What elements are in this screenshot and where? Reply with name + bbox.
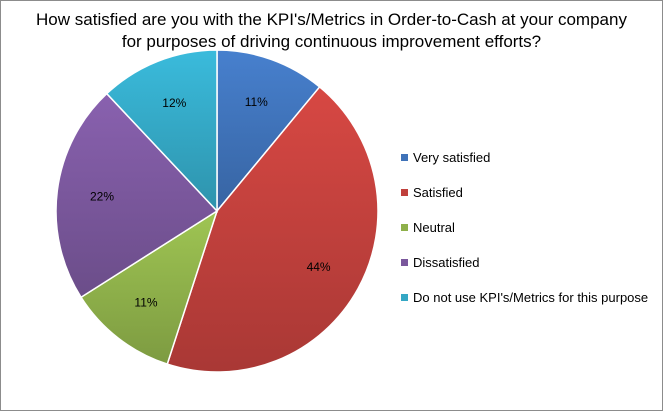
legend-swatch: [401, 224, 408, 231]
chart-title: How satisfied are you with the KPI's/Met…: [1, 9, 662, 53]
pie-slice-satisfied: [166, 85, 379, 373]
slice-label-satisfied: 44%: [307, 260, 331, 274]
pie-slice-dissatisfied: [55, 92, 219, 299]
legend-label: Do not use KPI's/Metrics for this purpos…: [413, 290, 649, 305]
slice-label-very-satisfied: 11%: [245, 95, 268, 109]
slice-label-do-not-use: 12%: [162, 96, 186, 110]
slice-label-dissatisfied: 22%: [90, 190, 114, 204]
pie-slice-do-not-use: [105, 49, 218, 213]
legend-swatch: [401, 294, 408, 301]
legend-swatch: [401, 154, 408, 161]
legend-label: Very satisfied: [413, 150, 491, 165]
legend-swatch: [401, 189, 408, 196]
pie-slice-neutral: [80, 209, 219, 366]
legend-label: Neutral: [413, 220, 455, 235]
chart-title-line-1: How satisfied are you with the KPI's/Met…: [36, 10, 627, 29]
legend-swatch: [401, 259, 408, 266]
pie-slice-very-satisfied: [216, 49, 321, 214]
legend-label: Satisfied: [413, 185, 463, 200]
slice-label-neutral: 11%: [134, 296, 157, 310]
legend-label: Dissatisfied: [413, 255, 480, 270]
chart-title-line-2: for purposes of driving continuous impro…: [121, 32, 542, 51]
